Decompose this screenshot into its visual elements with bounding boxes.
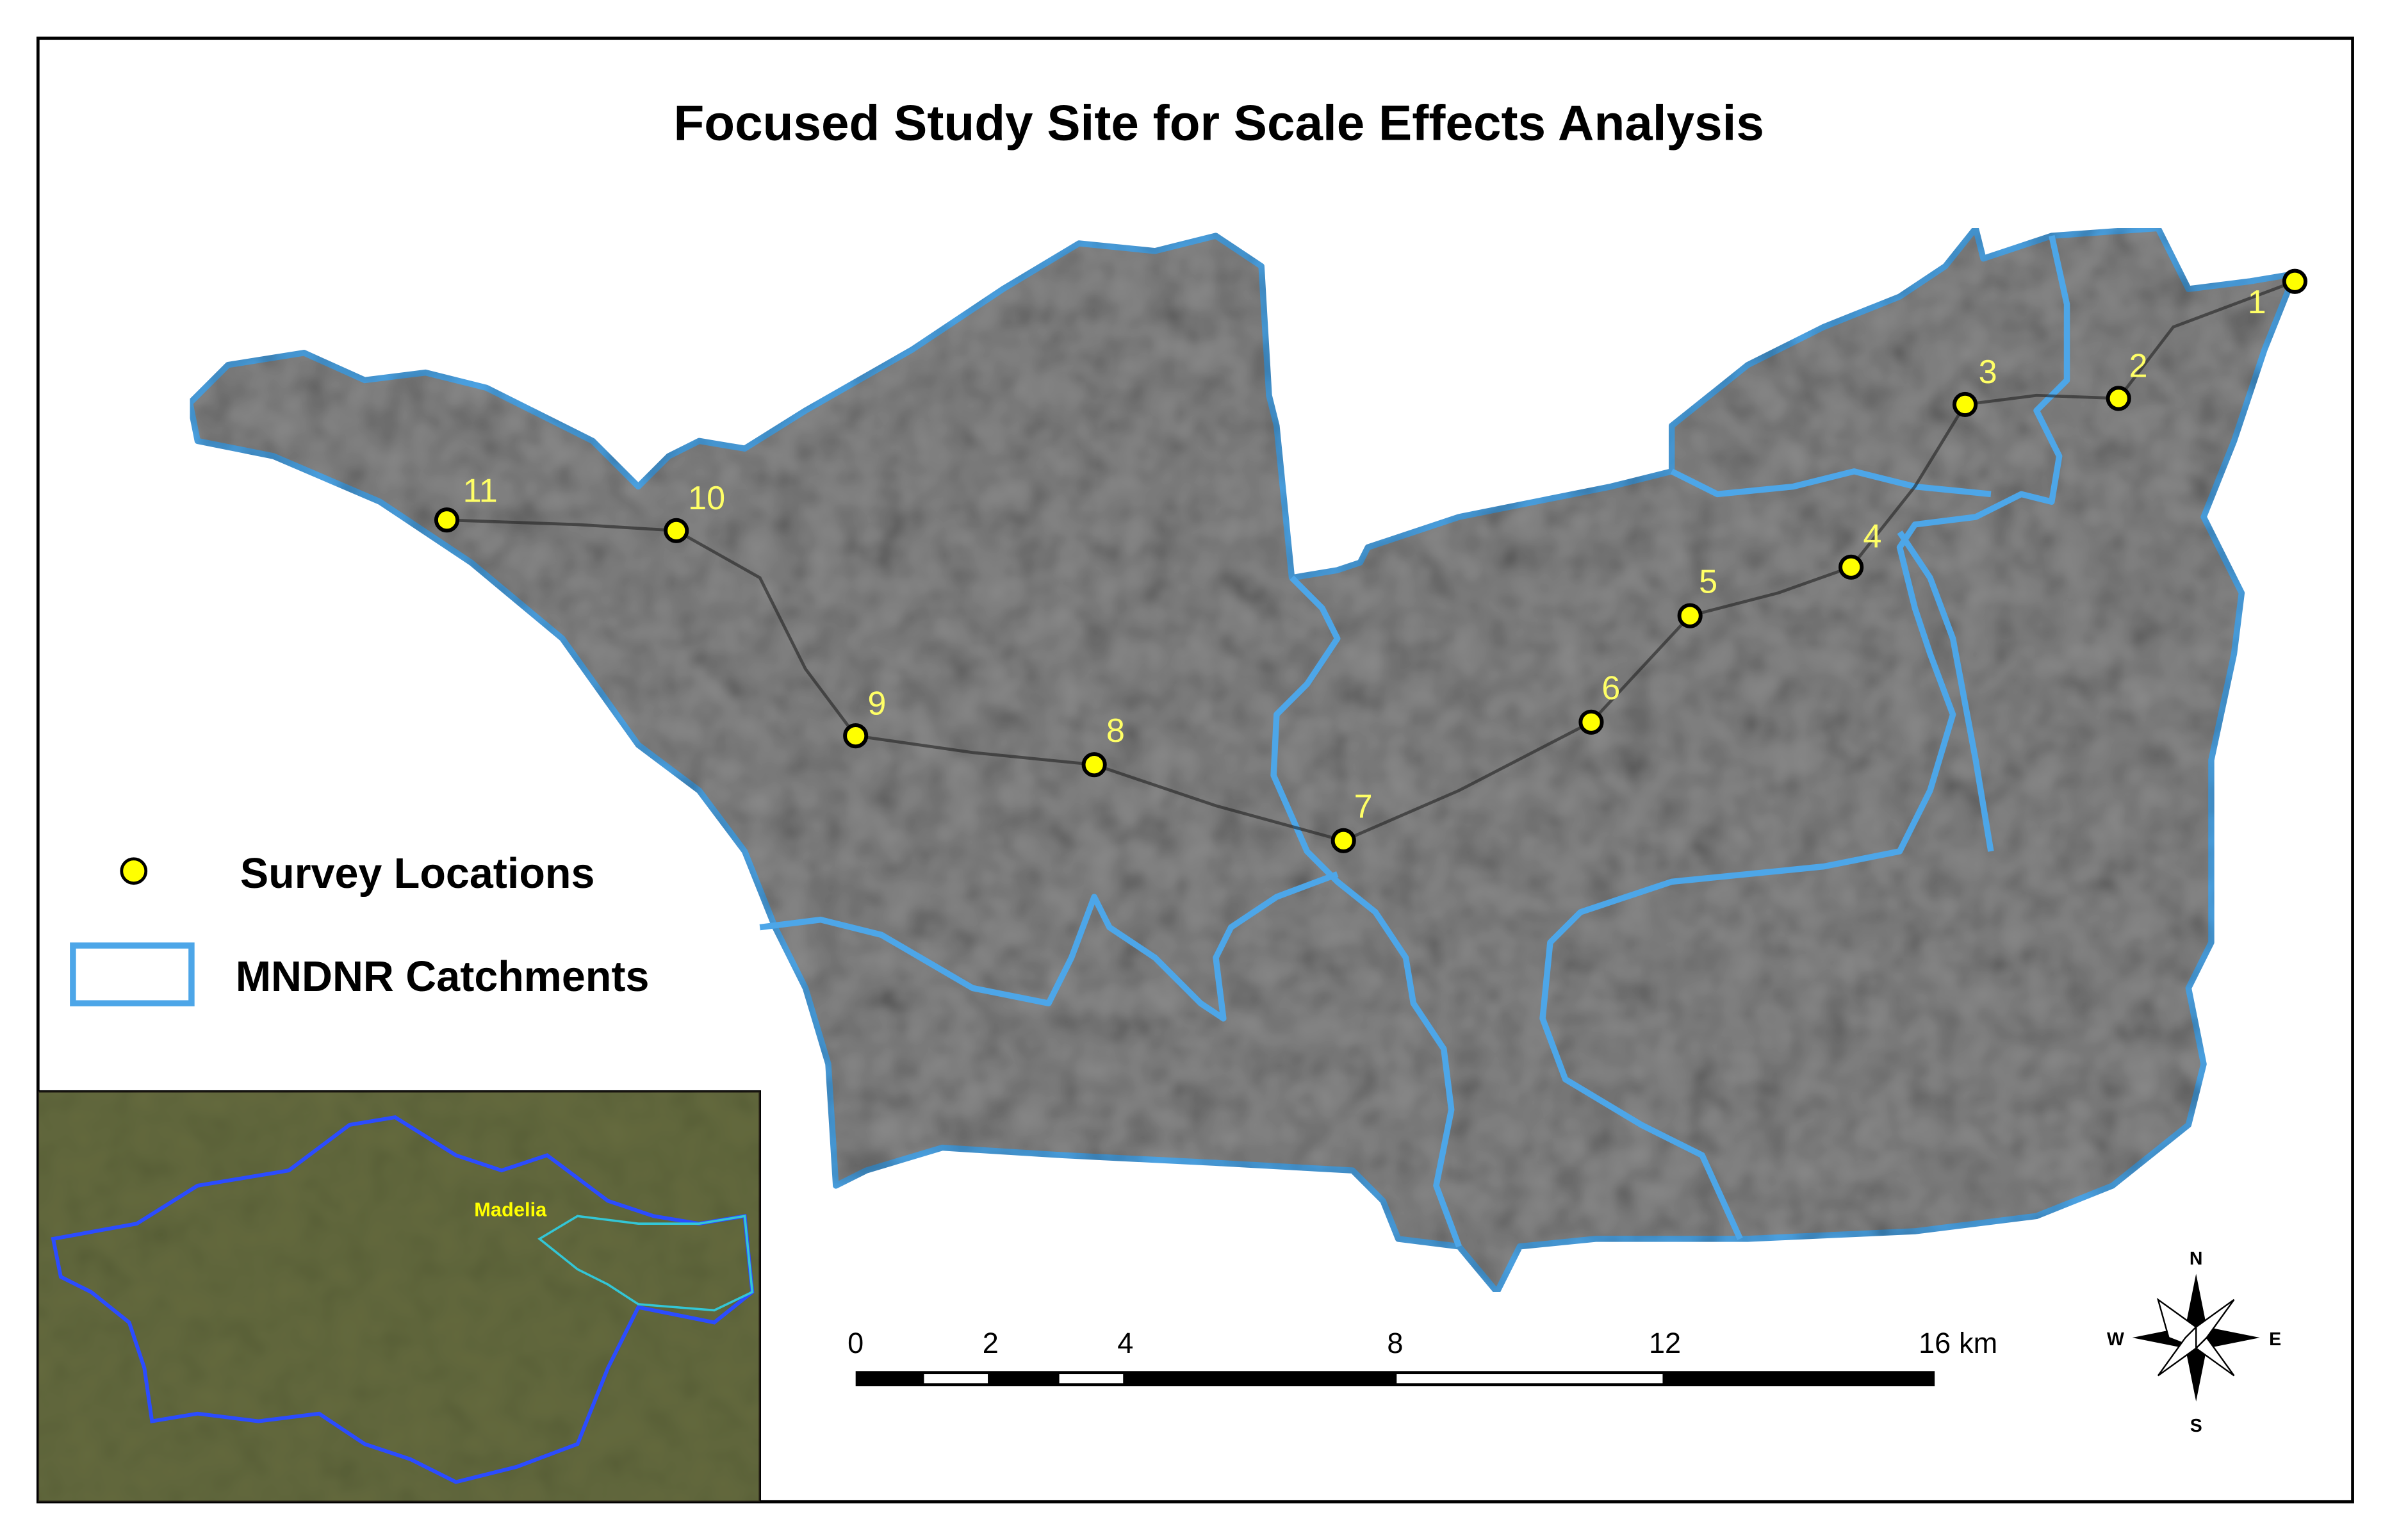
survey-point [1578, 709, 1604, 735]
compass-arrow [2195, 1336, 2235, 1377]
scale-bar-segment [1059, 1374, 1124, 1384]
scale-tick-label: 16 [1919, 1327, 1951, 1359]
survey-label: 7 [1354, 789, 1373, 826]
survey-point [664, 518, 689, 543]
inset-map: Madelia [37, 1090, 762, 1503]
scale-tick-label: 2 [983, 1327, 999, 1359]
inset-label: Madelia [474, 1198, 547, 1220]
catchment-line [1539, 235, 2070, 1240]
survey-locations: 1 2 3 4 5 6 7 8 9 10 11 [434, 268, 2307, 853]
study-area [186, 225, 2298, 1295]
survey-point [434, 507, 460, 533]
scale-tick-label: 0 [848, 1327, 864, 1359]
compass: N S E W [2107, 1249, 2281, 1436]
compass-label: N [2190, 1249, 2203, 1269]
compass-label: W [2107, 1329, 2124, 1350]
map-title: Focused Study Site for Scale Effects Ana… [673, 95, 1764, 151]
scale-bar: 0 2 4 8 12 16 km [848, 1327, 1997, 1387]
scale-bar-outline [855, 1371, 1935, 1387]
catchment-boundaries [759, 235, 2070, 1248]
compass-arrow [2196, 1327, 2260, 1348]
scale-bar-segment [1396, 1374, 1663, 1384]
inset-watershed [51, 1115, 755, 1484]
legend-catchment-symbol [70, 942, 195, 1006]
compass-arrow [2157, 1325, 2197, 1377]
survey-label: 11 [463, 472, 498, 509]
catchment-line [759, 871, 1339, 1022]
survey-label: 3 [1979, 354, 1997, 391]
survey-label: 10 [688, 480, 725, 517]
compass-label: E [2269, 1329, 2281, 1350]
survey-label: 8 [1106, 712, 1125, 750]
scale-unit: km [1959, 1327, 1997, 1359]
scale-tick-label: 12 [1649, 1327, 1681, 1359]
compass-arrow [2185, 1274, 2207, 1338]
scale-tick-label: 4 [1117, 1327, 1133, 1359]
catchment-line [1897, 530, 1994, 852]
survey-point [1677, 603, 1703, 628]
legend-label: MNDNR Catchments [236, 953, 650, 1001]
survey-point [2106, 386, 2131, 411]
survey-point [843, 723, 869, 749]
survey-point [1953, 391, 1978, 417]
scale-tick-label: 8 [1387, 1327, 1403, 1359]
compass-arrow [2185, 1338, 2207, 1402]
survey-label: 1 [2248, 284, 2266, 321]
legend-label: Survey Locations [240, 850, 595, 897]
survey-label: 6 [1601, 670, 1620, 707]
survey-point [2282, 268, 2307, 294]
survey-label: 5 [1699, 564, 1717, 601]
scale-bar-segment [924, 1374, 988, 1384]
survey-label: 4 [1863, 518, 1881, 555]
legend-point-symbol [120, 857, 148, 885]
survey-point [1331, 828, 1356, 853]
survey-label: 9 [867, 685, 886, 722]
survey-point [1081, 752, 1107, 778]
stream [446, 280, 2296, 842]
compass-label: S [2190, 1416, 2202, 1436]
catchment-line [1270, 575, 1462, 1248]
catchment-line [1670, 468, 1992, 498]
survey-point [1838, 554, 1864, 580]
survey-label: 2 [2129, 348, 2148, 385]
inset-study-area [537, 1215, 754, 1312]
inset-texture [38, 1091, 760, 1502]
